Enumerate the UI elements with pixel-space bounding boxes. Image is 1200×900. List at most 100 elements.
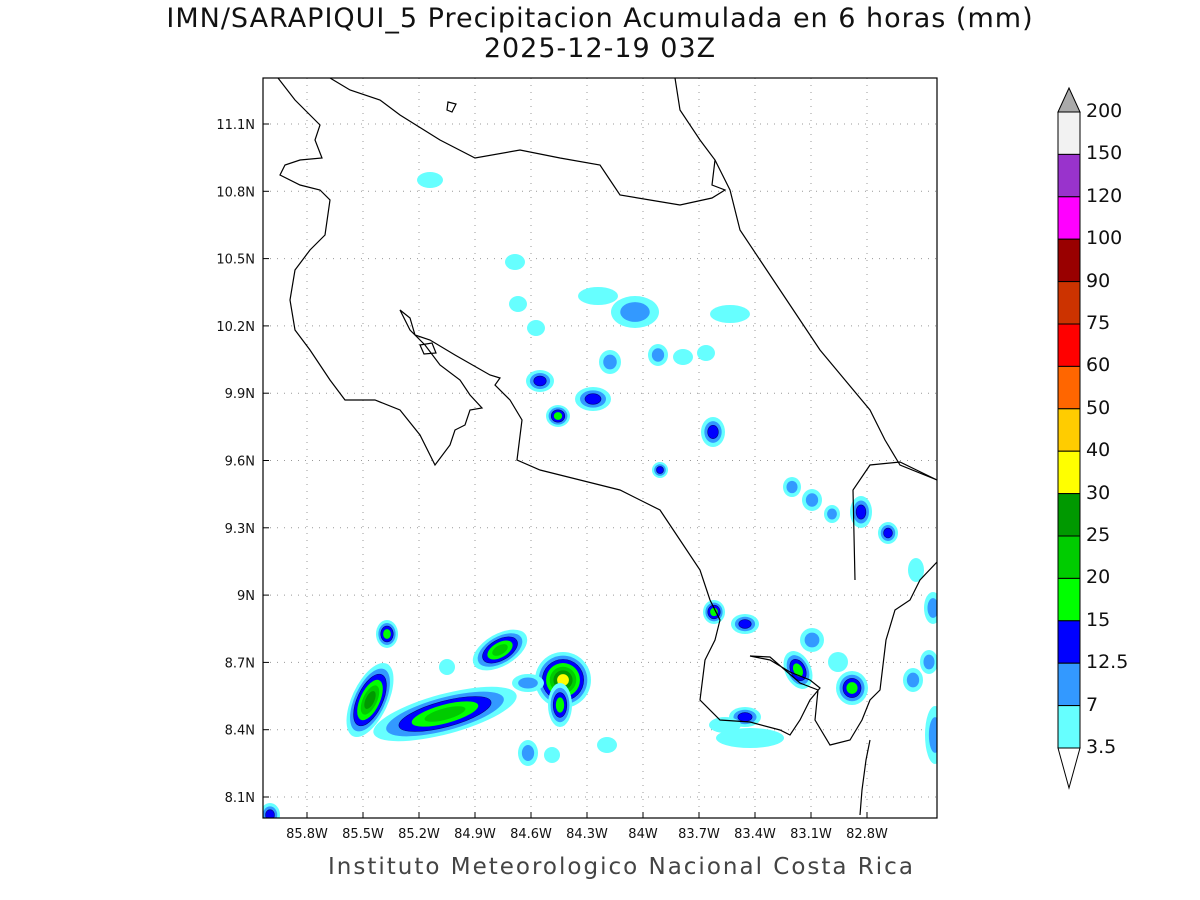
- caribbean-coastline: [329, 78, 727, 206]
- precip-contour: [908, 558, 924, 582]
- map-subtitle: 2025-12-19 03Z: [483, 33, 717, 64]
- lon-tick-label: 85.2W: [398, 827, 440, 842]
- precip-contour: [883, 527, 893, 539]
- colorbar-label: 60: [1086, 354, 1111, 377]
- pacific-coastline: [277, 78, 937, 746]
- precip-contour: [804, 632, 820, 648]
- precip-contour: [597, 737, 617, 753]
- lon-tick-label: 82.8W: [846, 827, 888, 842]
- precip-contour: [518, 677, 538, 689]
- burica-peninsula: [859, 739, 871, 816]
- precip-contour: [828, 652, 848, 672]
- lon-tick-label: 85.8W: [286, 827, 328, 842]
- lon-tick-label: 84.9W: [454, 827, 496, 842]
- precip-contour: [923, 654, 935, 670]
- colorbar-label: 30: [1086, 481, 1111, 504]
- precip-contour: [265, 809, 275, 818]
- precip-contour: [544, 747, 560, 763]
- precip-contour: [521, 745, 535, 761]
- lat-tick-label: 9.9N: [225, 387, 255, 402]
- precip-contour: [492, 644, 508, 656]
- colorbar-swatch: [1057, 238, 1081, 283]
- precip-contour: [710, 607, 718, 617]
- precip-contour: [827, 508, 837, 520]
- lake-island: [419, 342, 437, 355]
- precip-contour: [555, 697, 565, 713]
- precip-contour: [439, 659, 455, 675]
- colorbar-over-arrow: [1057, 86, 1081, 113]
- precip-contour: [557, 674, 569, 686]
- precip-contour: [855, 504, 867, 520]
- map-title: IMN/SARAPIQUI_5 Precipitacion Acumulada …: [166, 3, 1034, 34]
- map-frame: [262, 77, 938, 819]
- colorbar-swatch: [1057, 408, 1081, 452]
- colorbar-swatch: [1057, 196, 1081, 240]
- lon-tick-label: 84.3W: [566, 827, 608, 842]
- colorbar-swatch: [1057, 577, 1081, 622]
- precip-contour: [710, 305, 750, 323]
- footer-credit: Instituto Meteorologico Nacional Costa R…: [328, 854, 915, 880]
- colorbar-label: 20: [1086, 566, 1111, 589]
- precip-contour: [786, 480, 798, 494]
- lat-tick-label: 9.6N: [225, 455, 255, 470]
- precip-contour: [673, 349, 693, 365]
- precipitation-field: [263, 172, 937, 818]
- precip-contour: [383, 629, 391, 639]
- precip-contour: [578, 287, 618, 305]
- precip-contour: [584, 393, 602, 405]
- lon-tick-label: 83.1W: [790, 827, 832, 842]
- lon-tick-label: 84W: [628, 827, 658, 842]
- colorbar-swatch: [1057, 705, 1081, 749]
- colorbar-label: 25: [1086, 524, 1111, 546]
- lon-tick-label: 83.4W: [734, 827, 776, 842]
- colorbar-label: 15: [1086, 608, 1111, 631]
- colorbar-swatch: [1057, 323, 1081, 367]
- colorbar-label: 3.5: [1086, 736, 1117, 758]
- precip-contour: [906, 672, 920, 688]
- lat-tick-label: 10.8N: [216, 185, 255, 200]
- colorbar-swatch: [1057, 365, 1081, 410]
- precip-contour: [527, 320, 545, 336]
- colorbar-swatch: [1057, 281, 1081, 325]
- precip-contour: [716, 728, 784, 748]
- colorbar-swatch: [1057, 535, 1081, 579]
- colorbar-under-arrow: [1057, 747, 1081, 790]
- small-island: [446, 101, 457, 113]
- colorbar-label: 12.5: [1086, 651, 1129, 674]
- precip-contour: [509, 296, 527, 312]
- precip-contour: [533, 375, 547, 387]
- lon-tick-label: 85.5W: [342, 827, 384, 842]
- lat-tick-label: 9N: [237, 589, 255, 604]
- precip-contour: [707, 425, 719, 439]
- lat-tick-label: 8.7N: [225, 656, 255, 671]
- precip-contour: [417, 172, 443, 188]
- lat-tick-label: 11.1N: [216, 118, 255, 133]
- lat-tick-label: 8.4N: [225, 724, 255, 739]
- precip-contour: [927, 598, 937, 618]
- colorbar-label: 200: [1086, 100, 1123, 122]
- colorbar-label: 50: [1086, 396, 1111, 419]
- caribbean-coastline-east: [714, 159, 937, 481]
- lon-tick-label: 84.6W: [510, 827, 552, 842]
- precip-contour: [792, 663, 804, 677]
- colorbar-label: 100: [1086, 227, 1123, 250]
- precip-contour: [656, 466, 664, 474]
- colorbar-label: 90: [1086, 269, 1111, 292]
- precip-contour: [651, 348, 665, 362]
- colorbar-label: 75: [1086, 312, 1111, 334]
- colorbar-swatch: [1057, 493, 1081, 537]
- lat-tick-label: 9.3N: [225, 522, 255, 537]
- precip-contour: [620, 302, 650, 322]
- colorbar-label: 7: [1086, 693, 1099, 716]
- colorbar-swatch: [1057, 153, 1081, 198]
- precip-contour: [805, 493, 819, 507]
- lat-tick-label: 10.2N: [216, 320, 255, 335]
- lat-tick-label: 10.5N: [216, 253, 255, 268]
- colorbar-swatch: [1057, 620, 1081, 664]
- colorbar-label: 120: [1086, 184, 1123, 207]
- precip-contour: [846, 682, 858, 694]
- lat-tick-label: 8.1N: [225, 791, 255, 806]
- colorbar-swatch: [1057, 111, 1081, 155]
- precip-contour: [424, 706, 466, 722]
